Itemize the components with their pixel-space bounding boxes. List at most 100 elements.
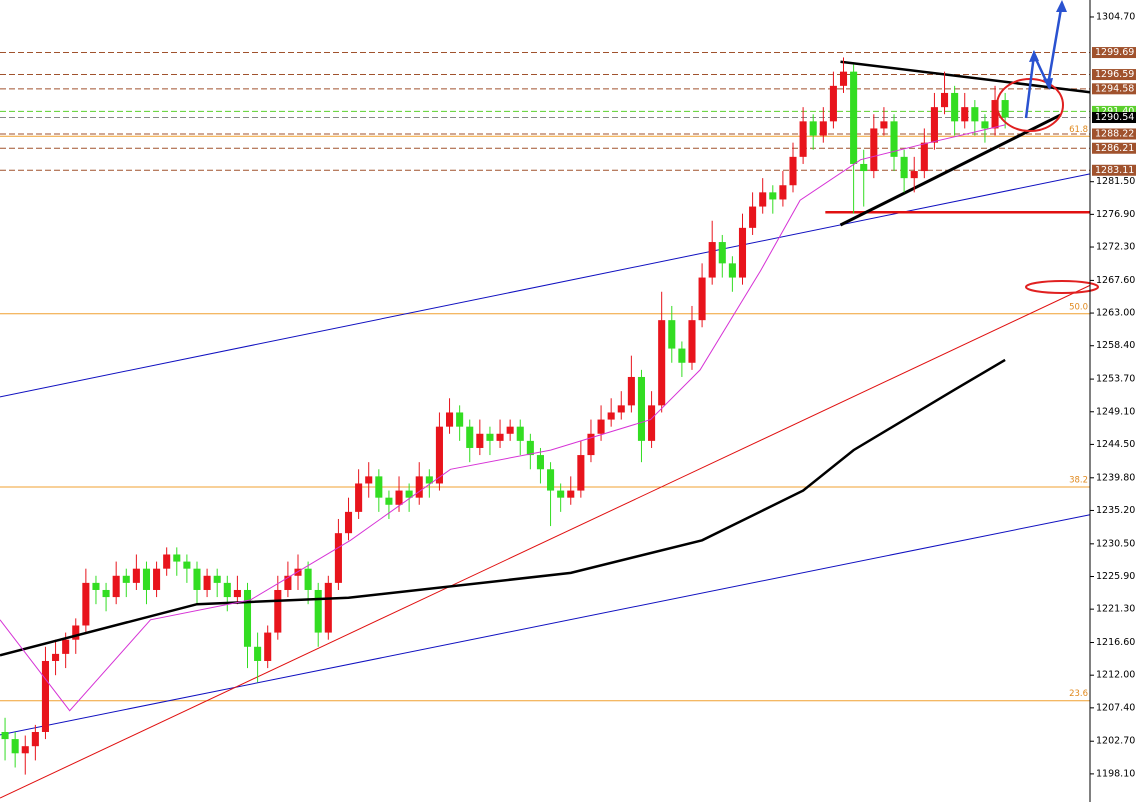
candle-body [627, 376, 635, 406]
candle-body [264, 632, 272, 661]
candle-body [718, 242, 726, 264]
price-tag [1092, 142, 1136, 154]
candle-body [910, 171, 918, 179]
candle-body [405, 490, 413, 498]
candle-body [708, 242, 716, 278]
y-tick-label: 1267.60 [1096, 275, 1135, 286]
candle-body [890, 121, 898, 157]
candle-body [163, 554, 171, 569]
arrow-head [1043, 78, 1053, 90]
candle-body [920, 142, 928, 172]
candle-body [951, 92, 959, 122]
candle-body [223, 582, 231, 598]
price-tag-label: 1291.40 [1095, 106, 1134, 117]
candle-body [233, 589, 241, 598]
candle-body [759, 192, 767, 207]
candle-body [819, 121, 827, 136]
candle-body [344, 511, 353, 534]
candle-body [243, 589, 252, 647]
y-tick-label: 1253.70 [1096, 374, 1135, 385]
candle-body [900, 156, 908, 179]
trend-line [840, 60, 1091, 94]
candle-body [153, 568, 161, 590]
candle-body [334, 533, 342, 583]
candle-body [597, 419, 605, 434]
candle-body [557, 490, 565, 498]
price-tag [1092, 105, 1136, 117]
fib-label: 50.0 [1069, 302, 1088, 312]
candle-body [728, 263, 736, 278]
candle-body [698, 277, 706, 321]
candle-body [62, 639, 70, 654]
candle-body [203, 575, 211, 590]
trend-line [0, 173, 1091, 398]
trend-line [839, 113, 1062, 227]
candle-body [425, 476, 433, 484]
candle-body [112, 575, 120, 598]
candle-body [779, 185, 787, 200]
candle-body [183, 561, 191, 569]
candle-body [850, 71, 858, 164]
candle-body [446, 412, 454, 427]
price-tag-label: 1299.69 [1095, 47, 1134, 58]
moving-average [0, 358, 1006, 657]
y-tick-label: 1202.70 [1096, 736, 1135, 747]
candle-body [930, 107, 938, 143]
candle-body [496, 433, 504, 441]
candle-body [991, 100, 999, 129]
y-tick-label: 1249.10 [1096, 406, 1135, 417]
price-tag-label: 1288.22 [1095, 128, 1134, 139]
candle-body [11, 739, 19, 754]
candle-body [385, 497, 393, 505]
y-tick-label: 1216.60 [1096, 637, 1135, 648]
price-tag [1092, 112, 1136, 124]
candle-body [870, 128, 878, 172]
candle-body [981, 121, 989, 129]
candle-body [1, 731, 9, 740]
candle-body [607, 412, 615, 420]
trend-line [0, 284, 1091, 799]
candle-body [476, 433, 484, 448]
candle-body [82, 582, 90, 626]
candle-body [415, 476, 423, 498]
candle-body [213, 575, 221, 583]
y-tick-label: 1225.90 [1096, 571, 1135, 582]
plot-area: 61.8 50.0 38.2 23.6 [0, 52, 1091, 799]
candle-body [799, 121, 807, 157]
y-tick-label: 1272.30 [1096, 242, 1135, 253]
candle-body [92, 582, 100, 590]
trend-line [0, 514, 1091, 736]
price-tag-label: 1286.21 [1095, 143, 1134, 154]
candle-body [72, 625, 80, 640]
y-tick-label: 1235.20 [1096, 505, 1135, 516]
candle-body [274, 589, 282, 633]
candle-body [547, 469, 555, 491]
candle-body [789, 156, 797, 186]
candle-body [668, 320, 676, 349]
candle-body [829, 85, 837, 122]
candle-body [839, 71, 848, 86]
y-tick-label: 1198.10 [1096, 768, 1135, 779]
fib-label: 61.8 [1069, 125, 1088, 135]
candle-body [809, 121, 817, 136]
candle-body [1001, 100, 1009, 118]
y-tick-label: 1263.00 [1096, 308, 1135, 319]
candle-body [102, 589, 110, 598]
projection-arrow [1024, 2, 1064, 119]
price-tag [1092, 69, 1136, 81]
candle-body [466, 426, 474, 448]
y-tick-label: 1244.50 [1096, 439, 1135, 450]
candle-body [971, 107, 979, 122]
candle-body [587, 433, 595, 456]
candle-body [961, 107, 969, 122]
y-tick-label: 1230.50 [1096, 538, 1135, 549]
candle-body [456, 412, 464, 427]
candle-body [526, 440, 534, 456]
candle-body [355, 483, 363, 512]
candle-body [678, 348, 686, 363]
candle-body [314, 589, 322, 633]
arrow-head [1056, 0, 1067, 12]
candle-body [688, 320, 696, 363]
arrow-head [1029, 50, 1039, 62]
y-tick-label: 1239.80 [1096, 472, 1135, 483]
